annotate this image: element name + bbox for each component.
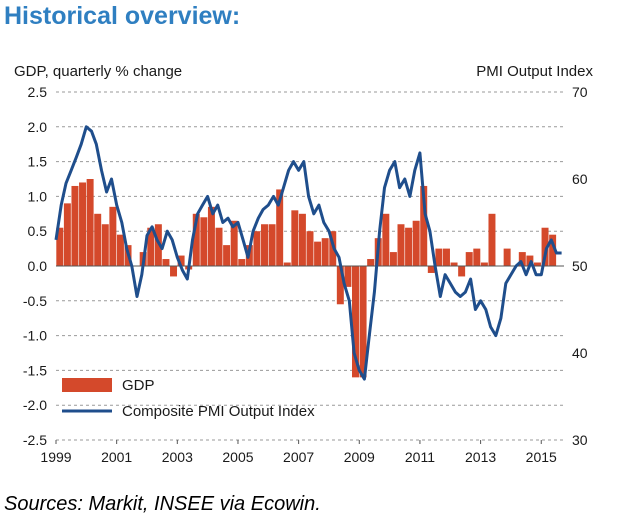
gdp-bar xyxy=(412,220,420,266)
x-tick-label: 2007 xyxy=(283,449,314,465)
x-tick-label: 2013 xyxy=(465,449,496,465)
gdp-bar xyxy=(473,248,481,266)
x-tick-label: 1999 xyxy=(40,449,71,465)
left-tick-label: -1.5 xyxy=(23,362,47,378)
left-tick-label: 2.5 xyxy=(28,84,48,100)
gdp-bar xyxy=(336,266,344,305)
gdp-bar xyxy=(230,220,238,266)
pmi-line xyxy=(54,125,562,381)
gdp-bar xyxy=(71,185,79,266)
gdp-bar xyxy=(503,248,511,266)
left-axis-label: GDP, quarterly % change xyxy=(14,63,182,80)
left-tick-label: 0.5 xyxy=(28,223,48,239)
gdp-bar xyxy=(298,213,306,266)
gdp-bar xyxy=(200,217,208,266)
gdp-bars xyxy=(56,179,557,378)
x-tick-label: 2015 xyxy=(526,449,557,465)
left-tick-label: -2.5 xyxy=(23,432,47,448)
left-axis-ticks: 2.5 2.0 1.5 1.0 0.5 0.0 -0.5 -1.0 -1.5 -2.0 -2.5 xyxy=(23,84,47,448)
gdp-bar xyxy=(465,252,473,266)
right-tick-label: 40 xyxy=(572,345,588,361)
x-tick-label: 2011 xyxy=(405,449,435,465)
legend-label-pmi: Composite PMI Output Index xyxy=(122,403,315,420)
x-axis-ticks: 1999 2001 2003 2005 2007 2009 2011 2013 2015 xyxy=(40,440,557,465)
gdp-bar xyxy=(458,266,466,277)
gdp-bar xyxy=(420,185,428,266)
gdp-bar xyxy=(261,224,268,266)
gdp-bar xyxy=(427,266,435,273)
right-tick-label: 70 xyxy=(572,84,588,100)
left-tick-label: -0.5 xyxy=(23,293,47,309)
gdp-bar xyxy=(306,231,314,266)
gdp-bar xyxy=(518,252,526,266)
gdp-bar xyxy=(382,213,390,266)
gdp-bar xyxy=(207,206,215,266)
gdp-bar xyxy=(116,234,124,266)
gdp-bar xyxy=(549,234,557,266)
left-tick-label: 2.0 xyxy=(28,119,48,135)
gdp-bar xyxy=(488,213,496,266)
gdp-bar xyxy=(359,266,367,378)
gdp-bar xyxy=(314,241,322,266)
gdp-bar xyxy=(109,206,117,266)
gdp-bar xyxy=(344,266,352,287)
x-tick-label: 2009 xyxy=(344,449,375,465)
gdp-bar xyxy=(79,182,87,266)
gdp-bar xyxy=(268,224,276,266)
gdp-bar xyxy=(526,255,534,266)
right-axis-label: PMI Output Index xyxy=(476,63,593,80)
left-tick-label: -1.0 xyxy=(23,328,47,344)
gdp-bar xyxy=(215,227,223,266)
right-tick-label: 60 xyxy=(572,171,588,187)
gdp-bar xyxy=(541,227,549,266)
gdp-bar xyxy=(56,227,64,266)
gdp-bar xyxy=(253,231,261,266)
gdp-bar xyxy=(63,203,71,266)
gdp-bar xyxy=(480,262,488,266)
left-tick-label: 1.0 xyxy=(28,188,48,204)
gdp-bar xyxy=(86,179,94,266)
gdp-bar xyxy=(238,259,246,266)
gdp-bar xyxy=(162,259,170,266)
gdp-bar xyxy=(442,248,450,266)
legend-swatch-gdp xyxy=(62,378,112,392)
gdp-bar xyxy=(147,227,155,266)
gdp-bar xyxy=(101,224,109,266)
gdp-bar xyxy=(276,189,284,266)
legend: GDP Composite PMI Output Index xyxy=(62,377,315,420)
gdp-bar xyxy=(177,255,185,266)
gdp-bar xyxy=(192,213,200,266)
gdp-bar xyxy=(94,213,102,266)
gdp-bar xyxy=(283,262,291,266)
source-note: Sources: Markit, INSEE via Ecowin. xyxy=(4,493,321,515)
gdp-bar xyxy=(321,238,329,266)
chart: GDP, quarterly % change PMI Output Index… xyxy=(14,63,593,465)
gdp-bar xyxy=(367,259,375,266)
left-tick-label: -2.0 xyxy=(23,397,47,413)
gdp-bar xyxy=(291,210,299,266)
gdp-bar xyxy=(533,262,541,266)
gdp-bar xyxy=(170,266,178,277)
left-tick-label: 1.5 xyxy=(28,154,48,170)
right-tick-label: 30 xyxy=(572,432,588,448)
gdp-bar xyxy=(223,245,231,266)
gdp-bar xyxy=(352,266,359,378)
left-tick-label: 0.0 xyxy=(28,258,48,274)
right-tick-label: 50 xyxy=(572,258,588,274)
gdp-bar xyxy=(450,262,458,266)
x-tick-label: 2001 xyxy=(101,449,132,465)
legend-label-gdp: GDP xyxy=(122,377,155,394)
gdp-bar xyxy=(435,248,443,266)
gdp-bar xyxy=(397,224,405,266)
x-tick-label: 2005 xyxy=(222,449,253,465)
gdp-bar xyxy=(389,252,397,266)
gdp-bar xyxy=(405,227,413,266)
page-title: Historical overview: xyxy=(4,2,241,30)
right-axis-ticks: 70 60 50 40 30 xyxy=(572,84,588,448)
x-tick-label: 2003 xyxy=(162,449,193,465)
